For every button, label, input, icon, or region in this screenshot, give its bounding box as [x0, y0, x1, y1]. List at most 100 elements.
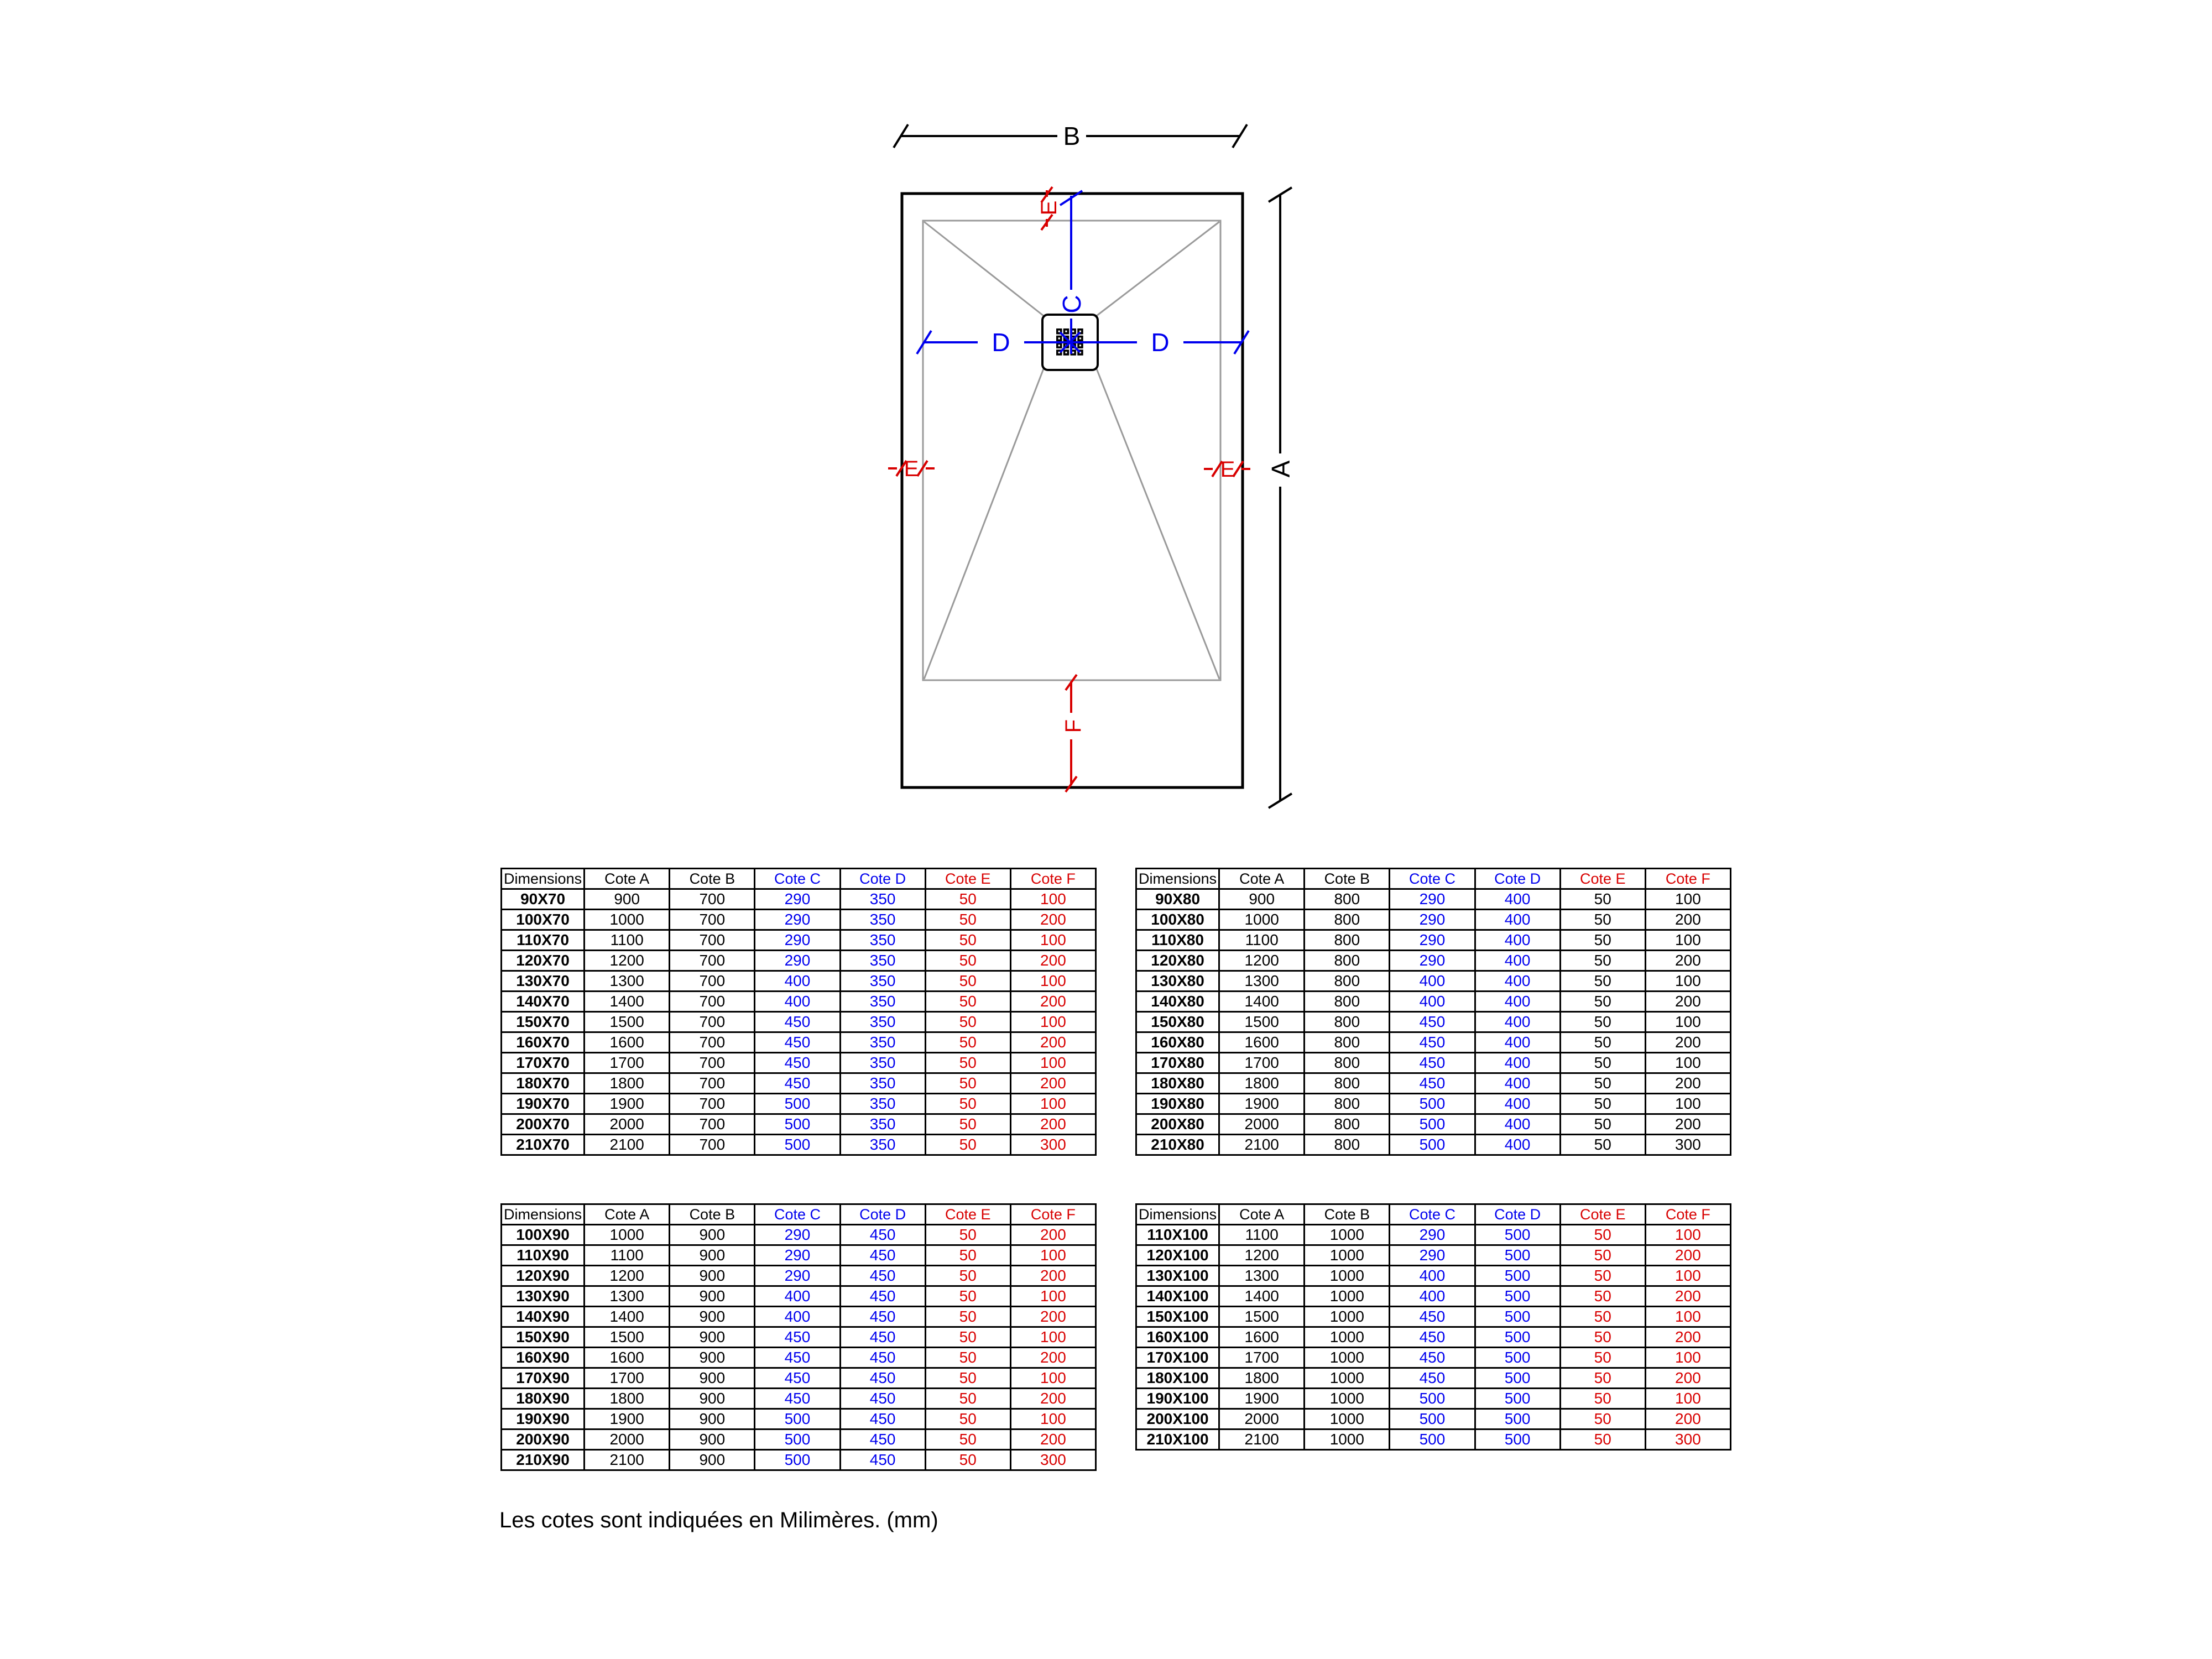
value-cell: 100	[1644, 970, 1732, 992]
table-row: 120X100 1200 1000 290 500 50 200	[1135, 1244, 1732, 1266]
table-row: 130X70 1300 700 400 350 50 100	[500, 970, 1097, 992]
value-cell: 450	[839, 1326, 926, 1348]
dimension-cell: 210X80	[1135, 1134, 1220, 1156]
value-cell: 400	[1474, 1134, 1561, 1156]
value-cell: 500	[1474, 1347, 1561, 1369]
value-cell: 290	[754, 909, 841, 931]
column-header: Dimensions	[1135, 868, 1220, 890]
value-cell: 50	[1559, 909, 1646, 931]
value-cell: 1000	[1303, 1408, 1391, 1430]
value-cell: 1200	[1218, 1244, 1306, 1266]
value-cell: 50	[924, 1072, 1011, 1094]
value-cell: 1900	[583, 1408, 671, 1430]
dimension-cell: 140X70	[500, 990, 586, 1013]
value-cell: 500	[1389, 1093, 1476, 1115]
dimension-cell: 130X100	[1135, 1265, 1220, 1287]
value-cell: 450	[1389, 1367, 1476, 1389]
value-cell: 1000	[583, 909, 671, 931]
dimension-cell: 130X70	[500, 970, 586, 992]
value-cell: 900	[669, 1367, 756, 1389]
table-row: 180X80 1800 800 450 400 50 200	[1135, 1072, 1732, 1094]
value-cell: 400	[1389, 970, 1476, 992]
value-cell: 500	[754, 1113, 841, 1135]
table-row: 140X100 1400 1000 400 500 50 200	[1135, 1285, 1732, 1307]
dimension-cell: 110X70	[500, 929, 586, 951]
value-cell: 200	[1644, 1367, 1732, 1389]
dimension-cell: 200X90	[500, 1428, 586, 1451]
dimension-cell: 160X70	[500, 1031, 586, 1053]
dimension-d-line	[916, 330, 1250, 355]
dimension-cell: 140X90	[500, 1306, 586, 1328]
value-cell: 500	[754, 1428, 841, 1451]
value-cell: 800	[1303, 1134, 1391, 1156]
value-cell: 200	[1644, 1113, 1732, 1135]
value-cell: 500	[1389, 1387, 1476, 1410]
value-cell: 290	[754, 888, 841, 910]
value-cell: 500	[754, 1449, 841, 1471]
value-cell: 450	[839, 1449, 926, 1471]
value-cell: 50	[1559, 1408, 1646, 1430]
column-header: Cote F	[1009, 868, 1097, 890]
table-row: 180X70 1800 700 450 350 50 200	[500, 1072, 1097, 1094]
value-cell: 1400	[1218, 990, 1306, 1013]
value-cell: 2000	[1218, 1113, 1306, 1135]
value-cell: 200	[1644, 1408, 1732, 1430]
dimension-cell: 140X80	[1135, 990, 1220, 1013]
value-cell: 50	[1559, 1265, 1646, 1287]
column-header: Cote F	[1009, 1203, 1097, 1225]
dimension-cell: 110X100	[1135, 1224, 1220, 1246]
dimension-a-line	[1267, 186, 1293, 809]
value-cell: 50	[1559, 1244, 1646, 1266]
value-cell: 500	[754, 1408, 841, 1430]
value-cell: 50	[1559, 929, 1646, 951]
table-row: 190X70 1900 700 500 350 50 100	[500, 1093, 1097, 1115]
value-cell: 1300	[583, 1285, 671, 1307]
table-row: 120X70 1200 700 290 350 50 200	[500, 950, 1097, 972]
value-cell: 450	[839, 1265, 926, 1287]
tray-outline	[900, 192, 1244, 789]
table-row: 100X80 1000 800 290 400 50 200	[1135, 909, 1732, 931]
value-cell: 800	[1303, 888, 1391, 910]
value-cell: 450	[839, 1387, 926, 1410]
value-cell: 450	[754, 1072, 841, 1094]
value-cell: 290	[1389, 1224, 1476, 1246]
value-cell: 1900	[1218, 1387, 1306, 1410]
value-cell: 400	[1389, 1265, 1476, 1287]
value-cell: 50	[924, 1408, 1011, 1430]
value-cell: 100	[1644, 1265, 1732, 1287]
value-cell: 2000	[1218, 1408, 1306, 1430]
value-cell: 900	[669, 1347, 756, 1369]
table-row: 120X80 1200 800 290 400 50 200	[1135, 950, 1732, 972]
value-cell: 450	[1389, 1011, 1476, 1033]
value-cell: 400	[1474, 1072, 1561, 1094]
value-cell: 450	[754, 1367, 841, 1389]
value-cell: 50	[1559, 990, 1646, 1013]
table-row: 190X80 1900 800 500 400 50 100	[1135, 1093, 1732, 1115]
value-cell: 400	[1474, 970, 1561, 992]
table-row: 140X80 1400 800 400 400 50 200	[1135, 990, 1732, 1013]
value-cell: 350	[839, 1072, 926, 1094]
value-cell: 100	[1009, 1052, 1097, 1074]
dimensions-table-90-series: Dimensions Cote A Cote B Cote C Cote D Cote E…	[500, 1203, 1097, 1471]
value-cell: 50	[924, 1367, 1011, 1389]
column-header: Cote B	[669, 868, 756, 890]
table-row: 90X70 900 700 290 350 50 100	[500, 888, 1097, 910]
table-row: 130X90 1300 900 400 450 50 100	[500, 1285, 1097, 1307]
column-header: Cote B	[669, 1203, 756, 1225]
value-cell: 100	[1644, 1093, 1732, 1115]
value-cell: 1000	[1303, 1224, 1391, 1246]
value-cell: 800	[1303, 970, 1391, 992]
value-cell: 500	[1474, 1224, 1561, 1246]
table-row: 90X80 900 800 290 400 50 100	[1135, 888, 1732, 910]
value-cell: 1400	[1218, 1285, 1306, 1307]
value-cell: 500	[1474, 1285, 1561, 1307]
value-cell: 450	[1389, 1052, 1476, 1074]
value-cell: 50	[924, 1113, 1011, 1135]
value-cell: 290	[1389, 909, 1476, 931]
value-cell: 1000	[1303, 1285, 1391, 1307]
value-cell: 200	[1009, 990, 1097, 1013]
value-cell: 400	[1474, 1011, 1561, 1033]
value-cell: 100	[1644, 1224, 1732, 1246]
dimension-cell: 190X90	[500, 1408, 586, 1430]
dimension-cell: 120X80	[1135, 950, 1220, 972]
